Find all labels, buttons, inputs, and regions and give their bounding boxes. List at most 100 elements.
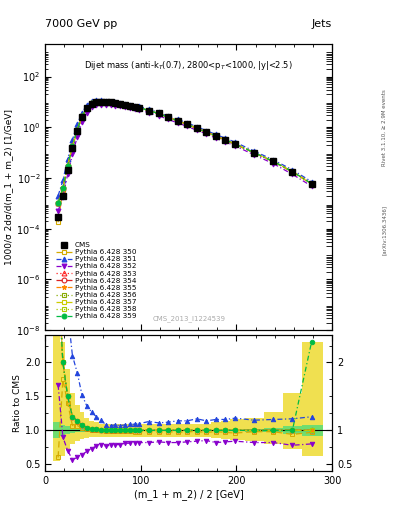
Pythia 6.428 353 — [137, 104, 142, 111]
Pythia 6.428 354 — [118, 101, 123, 107]
Pythia 6.428 355 — [61, 185, 65, 191]
Pythia 6.428 350 — [99, 99, 103, 105]
Pythia 6.428 357 — [56, 200, 61, 206]
Pythia 6.428 357 — [309, 181, 314, 187]
Line: Pythia 6.428 357: Pythia 6.428 357 — [56, 99, 314, 206]
Pythia 6.428 354 — [252, 150, 257, 156]
Pythia 6.428 352 — [61, 194, 65, 200]
Line: Pythia 6.428 353: Pythia 6.428 353 — [56, 99, 314, 206]
Pythia 6.428 357 — [204, 129, 209, 135]
Pythia 6.428 353 — [75, 126, 80, 133]
Pythia 6.428 354 — [75, 126, 80, 133]
Pythia 6.428 350 — [213, 133, 218, 139]
Pythia 6.428 354 — [113, 100, 118, 106]
Pythia 6.428 355 — [132, 103, 137, 110]
Pythia 6.428 358 — [127, 103, 132, 109]
Pythia 6.428 351 — [75, 121, 80, 127]
Pythia 6.428 358 — [94, 99, 99, 105]
Pythia 6.428 353 — [290, 168, 295, 175]
Pythia 6.428 353 — [166, 114, 171, 120]
Pythia 6.428 357 — [75, 126, 80, 133]
Pythia 6.428 359 — [156, 111, 161, 117]
Pythia 6.428 350 — [123, 102, 127, 109]
Pythia 6.428 359 — [309, 181, 314, 187]
Pythia 6.428 354 — [84, 105, 89, 111]
Pythia 6.428 359 — [233, 141, 237, 147]
Pythia 6.428 359 — [132, 103, 137, 110]
Pythia 6.428 350 — [70, 144, 75, 151]
Pythia 6.428 357 — [113, 100, 118, 106]
Pythia 6.428 353 — [118, 101, 123, 107]
Pythia 6.428 350 — [127, 103, 132, 109]
Pythia 6.428 353 — [94, 99, 99, 105]
Pythia 6.428 359 — [61, 185, 65, 191]
Pythia 6.428 356 — [108, 99, 113, 105]
Pythia 6.428 359 — [108, 99, 113, 105]
Pythia 6.428 352 — [89, 104, 94, 110]
Pythia 6.428 354 — [61, 185, 65, 191]
Pythia 6.428 350 — [252, 150, 257, 156]
Pythia 6.428 354 — [233, 141, 237, 147]
CMS — [104, 99, 108, 105]
Pythia 6.428 351 — [223, 135, 228, 141]
Pythia 6.428 354 — [137, 104, 142, 111]
Pythia 6.428 356 — [104, 99, 108, 105]
CMS — [89, 101, 94, 107]
Pythia 6.428 353 — [252, 150, 257, 156]
Pythia 6.428 354 — [104, 99, 108, 105]
Pythia 6.428 354 — [108, 99, 113, 105]
Pythia 6.428 359 — [75, 126, 80, 133]
Pythia 6.428 354 — [290, 168, 295, 175]
Pythia 6.428 355 — [175, 118, 180, 124]
Pythia 6.428 351 — [113, 99, 118, 105]
Pythia 6.428 356 — [223, 137, 228, 143]
Pythia 6.428 351 — [118, 100, 123, 106]
Pythia 6.428 350 — [132, 104, 137, 110]
Pythia 6.428 352 — [252, 152, 257, 158]
Pythia 6.428 354 — [80, 113, 84, 119]
Pythia 6.428 358 — [195, 125, 199, 132]
Pythia 6.428 359 — [104, 99, 108, 105]
CMS — [175, 118, 180, 124]
Pythia 6.428 351 — [233, 139, 237, 145]
Pythia 6.428 354 — [132, 103, 137, 110]
Pythia 6.428 356 — [233, 141, 237, 147]
Pythia 6.428 359 — [185, 121, 189, 127]
Pythia 6.428 357 — [175, 118, 180, 124]
Pythia 6.428 355 — [56, 200, 61, 206]
Pythia 6.428 357 — [271, 158, 275, 164]
Pythia 6.428 354 — [127, 103, 132, 109]
Pythia 6.428 351 — [70, 137, 75, 143]
Pythia 6.428 352 — [65, 171, 70, 177]
Pythia 6.428 359 — [147, 108, 151, 114]
Pythia 6.428 350 — [118, 101, 123, 107]
Pythia 6.428 355 — [233, 141, 237, 147]
Pythia 6.428 350 — [175, 118, 180, 124]
CMS — [56, 214, 61, 220]
Pythia 6.428 354 — [213, 133, 218, 139]
Pythia 6.428 359 — [252, 150, 257, 156]
Pythia 6.428 353 — [99, 99, 103, 105]
CMS — [123, 102, 127, 108]
Pythia 6.428 356 — [195, 125, 199, 132]
Pythia 6.428 350 — [56, 219, 61, 225]
Pythia 6.428 354 — [223, 137, 228, 143]
Pythia 6.428 358 — [213, 133, 218, 139]
Pythia 6.428 356 — [118, 101, 123, 107]
Pythia 6.428 358 — [104, 99, 108, 105]
Pythia 6.428 353 — [61, 185, 65, 191]
Line: CMS: CMS — [55, 99, 314, 220]
Pythia 6.428 355 — [94, 99, 99, 105]
Pythia 6.428 351 — [123, 101, 127, 108]
Pythia 6.428 350 — [233, 141, 237, 147]
Pythia 6.428 352 — [94, 102, 99, 108]
Pythia 6.428 350 — [94, 99, 99, 105]
Pythia 6.428 355 — [156, 111, 161, 117]
Pythia 6.428 358 — [61, 185, 65, 191]
CMS — [70, 145, 75, 151]
Text: Dijet mass (anti-k$_T$(0.7), 2800<p$_T$<1000, |y|<2.5): Dijet mass (anti-k$_T$(0.7), 2800<p$_T$<… — [84, 59, 293, 72]
Pythia 6.428 359 — [271, 158, 275, 164]
Pythia 6.428 355 — [137, 104, 142, 111]
Pythia 6.428 359 — [118, 101, 123, 107]
Pythia 6.428 357 — [127, 103, 132, 109]
